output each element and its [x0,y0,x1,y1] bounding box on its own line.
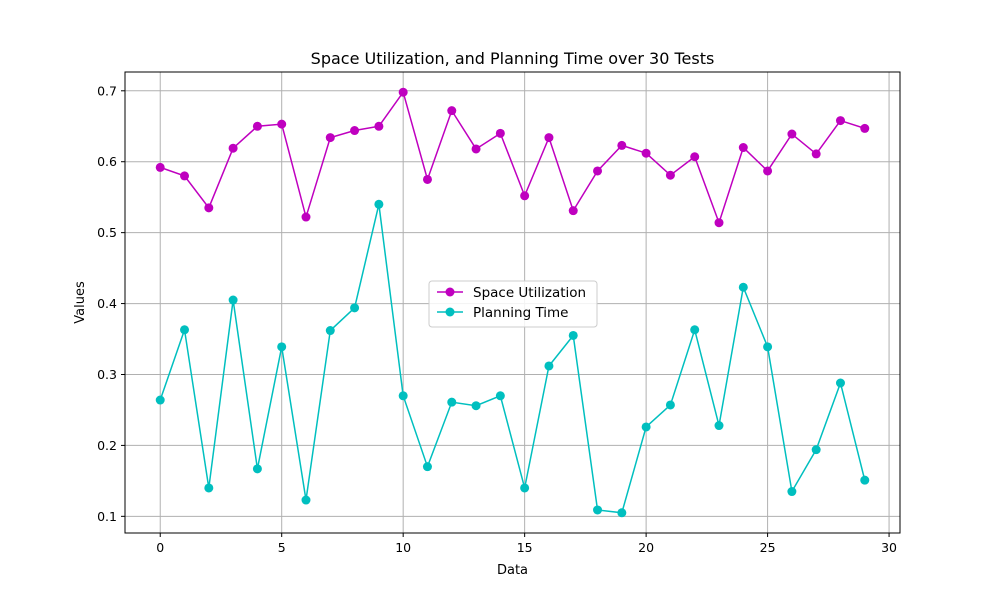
data-point [471,401,481,411]
data-point [180,171,190,181]
legend-box [428,280,598,328]
grid-lines [125,72,900,533]
data-point [641,422,651,432]
data-point [738,143,748,153]
data-point [252,464,262,474]
y-tick-label: 0.3 [97,367,117,382]
data-point [422,174,432,184]
axes-frame [124,71,901,534]
data-point [471,144,481,154]
x-axis-label: Data [497,563,528,578]
data-point [252,121,262,131]
legend: Space Utilization Planning Time [428,280,598,328]
data-point [447,106,457,116]
data-point [350,126,360,136]
y-tick-label: 0.5 [97,225,117,240]
x-tick-label: 15 [517,540,533,555]
data-point [860,475,870,485]
data-point [568,206,578,216]
data-point [738,282,748,292]
data-point [277,342,287,352]
data-point [325,133,335,143]
legend-marker [445,307,455,317]
series-layer [155,87,870,518]
data-point [350,303,360,313]
data-point [520,191,530,201]
data-point [155,162,165,172]
data-point [617,140,627,150]
legend-label: Space Utilization [473,285,586,301]
data-point [447,397,457,407]
data-point [495,128,505,138]
data-point [763,166,773,176]
data-point [228,295,238,305]
data-point [398,391,408,401]
x-tick-label: 30 [881,540,897,555]
data-point [641,148,651,158]
data-point [374,121,384,131]
data-point [204,203,214,213]
data-point [690,325,700,335]
y-tick-label: 0.4 [97,296,117,311]
y-tick-label: 0.2 [97,438,117,453]
data-point [787,487,797,497]
data-point [835,116,845,126]
legend-marker [445,287,455,297]
y-tick-label: 0.1 [97,509,117,524]
x-tick-label: 25 [760,540,776,555]
data-point [180,325,190,335]
x-tick-label: 10 [395,540,411,555]
data-point [520,483,530,493]
data-point [811,149,821,159]
data-point [277,119,287,129]
data-point [495,391,505,401]
y-axis-label: Values [73,281,88,324]
data-point [544,361,554,371]
x-tick-label: 0 [156,540,164,555]
data-point [204,483,214,493]
x-tick-label: 5 [278,540,286,555]
data-point [860,123,870,133]
data-point [714,218,724,228]
data-point [617,508,627,518]
data-point [593,166,603,176]
data-point [714,421,724,431]
data-point [398,87,408,97]
data-point [665,170,675,180]
data-point [228,143,238,153]
data-point [301,212,311,222]
data-point [690,152,700,162]
data-point [544,133,554,143]
data-point [422,462,432,472]
y-tick-label: 0.7 [97,83,117,98]
legend-label: Planning Time [473,305,568,321]
data-point [568,330,578,340]
x-tick-label: 20 [638,540,654,555]
series-line [159,204,866,514]
data-point [665,400,675,410]
y-tick-label: 0.6 [97,154,117,169]
data-point [787,129,797,139]
data-point [593,505,603,515]
data-point [811,445,821,455]
data-point [763,342,773,352]
data-point [374,199,384,209]
data-point [325,326,335,336]
series-line [159,90,866,226]
data-point [835,378,845,388]
series-space-utilization [155,87,870,228]
data-point [155,395,165,405]
chart-title: Space Utilization, and Planning Time ove… [311,49,715,68]
ticks: 0 5 10 15 20 25 30 0.1 0.2 0.3 0.4 0.5 0.6 0.7 [97,83,897,555]
data-point [301,495,311,505]
series-planning-time [155,199,870,518]
